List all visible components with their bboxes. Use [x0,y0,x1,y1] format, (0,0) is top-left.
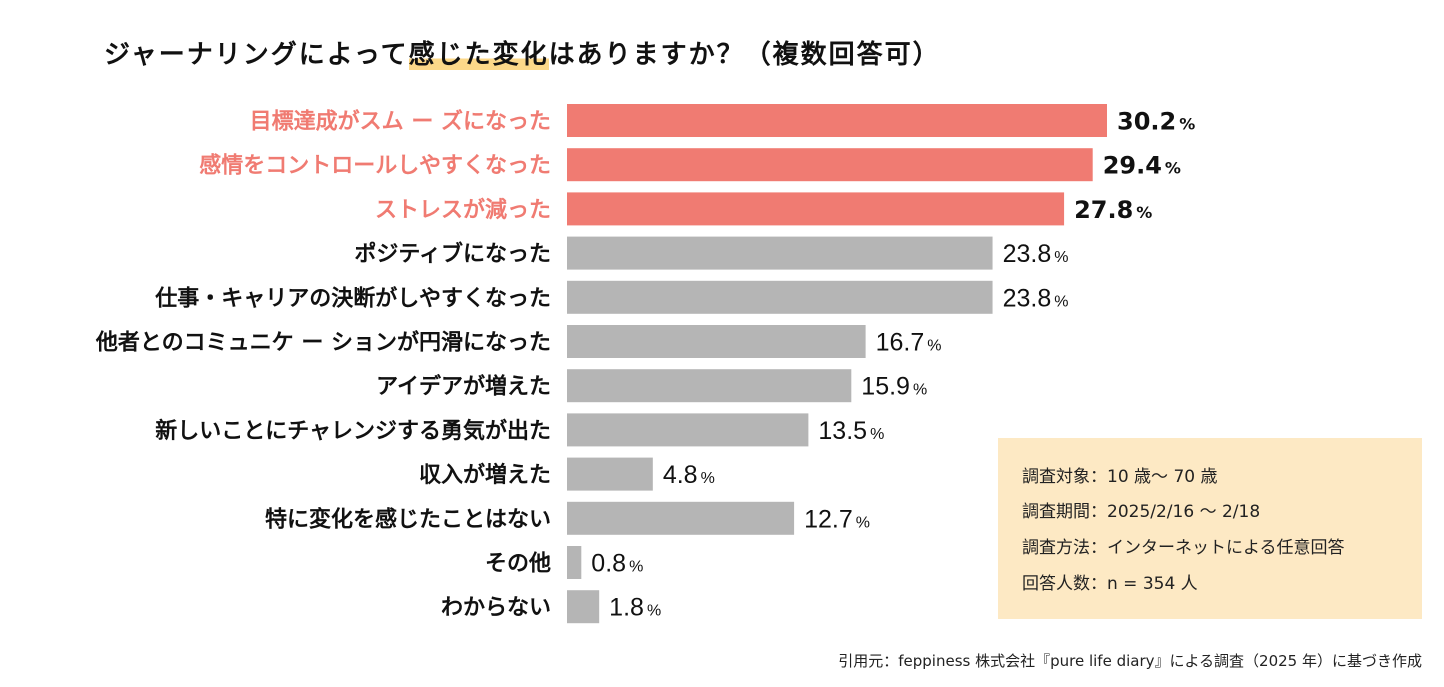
value-number: 15.9 [861,373,910,401]
value-number: 16.7 [876,329,925,357]
value-label: 23.8% [1003,284,1069,312]
value-number: 1.8 [609,594,644,622]
percent-sign: % [927,338,941,355]
category-label: 目標達成がスム ー ズになった [250,109,551,135]
percent-sign: % [701,470,715,487]
percent-sign: % [1179,115,1195,134]
value-number: 29.4 [1103,152,1162,180]
value-number: 13.5 [818,417,867,445]
bar [567,236,993,270]
value-label: 12.7% [804,505,870,533]
survey-method: 調査方法：インターネットによる任意回答 [1022,538,1345,558]
value-number: 4.8 [663,461,698,489]
category-label: 特に変化を感じたことはない [265,506,551,532]
bar [567,413,809,447]
bar-row: 新しいことにチャレンジする勇気が出た 13.5% [155,413,884,447]
survey-info-box: 調査対象：10 歳〜 70 歳 調査期間：2025/2/16 〜 2/18 調査… [998,438,1422,619]
bar-row: その他 0.8% [485,546,643,579]
value-label: 1.8% [609,594,661,622]
bar-row: 収入が増えた 4.8% [419,457,715,491]
category-label: 収入が増えた [419,462,551,488]
bar [567,192,1065,226]
bar [567,546,582,579]
percent-sign: % [1136,203,1152,222]
value-number: 12.7 [804,505,853,533]
bar-row: アイデアが増えた 15.9% [376,369,927,403]
category-label: 感情をコントロールしやすくなった [199,153,551,179]
percent-sign: % [1054,293,1068,310]
percent-sign: % [1054,249,1068,266]
bar-row: 特に変化を感じたことはない 12.7% [265,501,870,535]
survey-respondents: 回答人数：n = 354 人 [1022,574,1198,594]
value-label: 4.8% [663,461,715,489]
value-number: 0.8 [591,550,626,578]
category-label: 他者とのコミュニケ ー ションが円滑になった [95,330,551,356]
bar [567,104,1107,137]
value-label: 15.9% [861,373,927,401]
title-text-before: ジャーナリングによって [104,40,409,70]
percent-sign: % [870,426,884,443]
bar-row: ポジティブになった 23.8% [354,236,1069,270]
source-citation: 引用元：feppiness 株式会社『pure life diary』による調査… [838,652,1422,670]
category-label: 新しいことにチャレンジする勇気が出た [155,418,551,444]
value-number: 23.8 [1003,284,1052,312]
chart-title: ジャーナリングによって感じた変化はありますか？（複数回答可） [104,34,941,71]
value-label: 0.8% [591,550,643,578]
value-label: 23.8% [1003,240,1069,268]
value-number: 30.2 [1117,108,1176,136]
value-label: 30.2% [1117,108,1195,136]
value-label: 27.8% [1074,196,1152,224]
percent-sign: % [647,603,661,620]
bar [567,280,993,314]
bar [567,501,795,535]
value-number: 27.8 [1074,196,1133,224]
bar-row: ストレスが減った 27.8% [375,192,1152,226]
category-label: アイデアが増えた [376,374,551,400]
value-label: 13.5% [818,417,884,445]
percent-sign: % [1165,159,1181,178]
bar-row: 目標達成がスム ー ズになった 30.2% [250,104,1195,137]
value-label: 29.4% [1103,152,1181,180]
value-label: 16.7% [876,329,942,357]
bar-row: 感情をコントロールしやすくなった 29.4% [199,148,1181,182]
bar-row: 仕事・キャリアの決断がしやすくなった 23.8% [154,280,1069,314]
title-highlight: 感じた変化 [408,40,549,70]
category-label: わからない [441,596,551,621]
survey-target: 調査対象：10 歳〜 70 歳 [1022,467,1218,487]
bar-row: わからない 1.8% [441,590,661,624]
bar [567,148,1093,182]
percent-sign: % [629,559,643,576]
category-label: 仕事・キャリアの決断がしやすくなった [154,285,551,311]
category-label: ストレスが減った [375,197,551,223]
bar [567,325,866,358]
bar-row: 他者とのコミュニケ ー ションが円滑になった 16.7% [95,325,942,358]
survey-period: 調査期間：2025/2/16 〜 2/18 [1022,502,1261,522]
value-number: 23.8 [1003,240,1052,268]
bar [567,590,600,624]
category-label: ポジティブになった [354,241,551,267]
bar [567,457,653,491]
category-label: その他 [485,552,551,577]
percent-sign: % [913,382,927,399]
title-text-after: はありますか？（複数回答可） [548,40,941,70]
bar [567,369,852,403]
percent-sign: % [856,514,870,531]
